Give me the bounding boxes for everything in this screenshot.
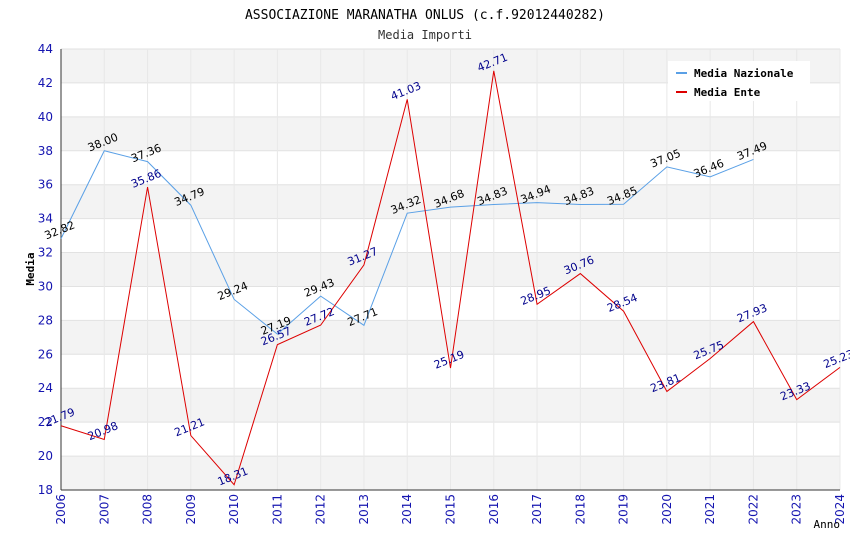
y-tick-label: 20 (38, 449, 53, 463)
y-tick-label: 40 (38, 110, 53, 124)
y-axis-label: Media (24, 252, 37, 285)
x-tick-label: 2024 (833, 494, 847, 525)
x-tick-label: 2023 (790, 494, 804, 525)
y-tick-label: 34 (38, 212, 53, 226)
x-tick-label: 2015 (444, 494, 458, 525)
x-tick-label: 2022 (746, 494, 760, 525)
x-tick-label: 2013 (357, 494, 371, 525)
x-tick-label: 2019 (617, 494, 631, 525)
data-label: 21.79 (43, 406, 77, 430)
legend: Media Nazionale Media Ente (668, 61, 810, 101)
y-tick-labels: 18 20 22 24 26 28 30 32 34 36 38 40 42 44 (38, 42, 53, 497)
y-tick-label: 22 (38, 415, 53, 429)
x-tick-label: 2009 (184, 494, 198, 525)
y-tick-label: 32 (38, 246, 53, 260)
data-label: 28.54 (605, 291, 639, 315)
data-label: 28.95 (519, 284, 553, 308)
series-line-media-nazionale (60, 150, 754, 335)
x-tick-label: 2012 (314, 494, 328, 525)
series-lines (60, 70, 841, 486)
x-tick-label: 2006 (54, 494, 68, 525)
y-tick-label: 38 (38, 144, 53, 158)
legend-entry: Media Nazionale (694, 67, 794, 80)
x-tick-label: 2007 (97, 494, 111, 525)
y-tick-label: 36 (38, 178, 53, 192)
y-tick-label: 18 (38, 483, 53, 497)
y-tick-label: 28 (38, 313, 53, 327)
x-tick-label: 2014 (400, 494, 414, 525)
x-tick-label: 2021 (703, 494, 717, 525)
x-tick-label: 2011 (270, 494, 284, 525)
y-tick-label: 30 (38, 279, 53, 293)
y-tick-label: 44 (38, 42, 53, 56)
chart-subtitle: Media Importi (378, 28, 472, 42)
y-tick-label: 24 (38, 381, 53, 395)
series-line-media-ente (60, 70, 841, 486)
x-axis-label: Anno (814, 518, 841, 531)
x-tick-label: 2008 (141, 494, 155, 525)
axes (60, 49, 840, 491)
y-tick-label: 26 (38, 347, 53, 361)
legend-box (668, 61, 810, 101)
legend-entry: Media Ente (694, 86, 761, 99)
x-tick-label: 2018 (573, 494, 587, 525)
x-tick-label: 2020 (660, 494, 674, 525)
x-tick-label: 2017 (530, 494, 544, 525)
chart-title: ASSOCIAZIONE MARANATHA ONLUS (c.f.920124… (245, 8, 605, 23)
y-tick-label: 42 (38, 76, 53, 90)
x-tick-label: 2010 (227, 494, 241, 525)
x-tick-labels: 2006 2007 2008 2009 2010 2011 2012 2013 2014 2015… (54, 494, 847, 525)
x-tick-label: 2016 (487, 494, 501, 525)
